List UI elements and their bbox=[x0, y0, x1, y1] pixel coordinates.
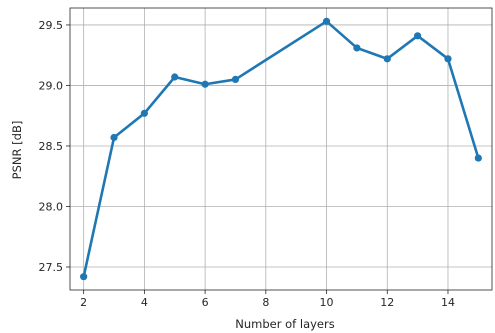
x-axis-ticks: 2 4 6 8 10 12 14 bbox=[80, 290, 455, 309]
x-tick-label: 14 bbox=[441, 296, 455, 309]
plot-frame bbox=[69, 7, 493, 291]
y-tick-label: 29.5 bbox=[39, 19, 64, 32]
y-tick-label: 27.5 bbox=[39, 261, 64, 274]
series-line bbox=[82, 20, 480, 278]
y-axis-label: PSNR [dB] bbox=[10, 121, 24, 180]
x-tick-label: 12 bbox=[380, 296, 394, 309]
x-tick-label: 6 bbox=[202, 296, 209, 309]
data-point bbox=[444, 55, 452, 63]
data-point bbox=[201, 80, 209, 88]
y-tick-label: 28.0 bbox=[39, 200, 64, 213]
x-tick-label: 10 bbox=[320, 296, 334, 309]
x-tick-label: 8 bbox=[262, 296, 269, 309]
y-tick-label: 29.0 bbox=[39, 79, 64, 92]
data-point bbox=[414, 32, 422, 40]
data-point bbox=[140, 109, 148, 117]
x-tick-label: 2 bbox=[80, 296, 87, 309]
data-point bbox=[383, 55, 391, 63]
data-point bbox=[322, 17, 331, 25]
data-point bbox=[353, 44, 361, 52]
x-axis-label: Number of layers bbox=[235, 317, 334, 331]
data-point bbox=[80, 273, 88, 281]
grid bbox=[70, 8, 492, 290]
data-point bbox=[171, 73, 179, 81]
y-axis-ticks: 27.5 28.0 28.5 29.0 29.5 bbox=[39, 19, 70, 274]
data-point bbox=[474, 154, 482, 162]
series-layer bbox=[80, 17, 482, 281]
x-tick-label: 4 bbox=[141, 296, 148, 309]
data-point bbox=[110, 133, 118, 142]
data-point bbox=[231, 75, 240, 84]
y-tick-label: 28.5 bbox=[39, 140, 64, 153]
